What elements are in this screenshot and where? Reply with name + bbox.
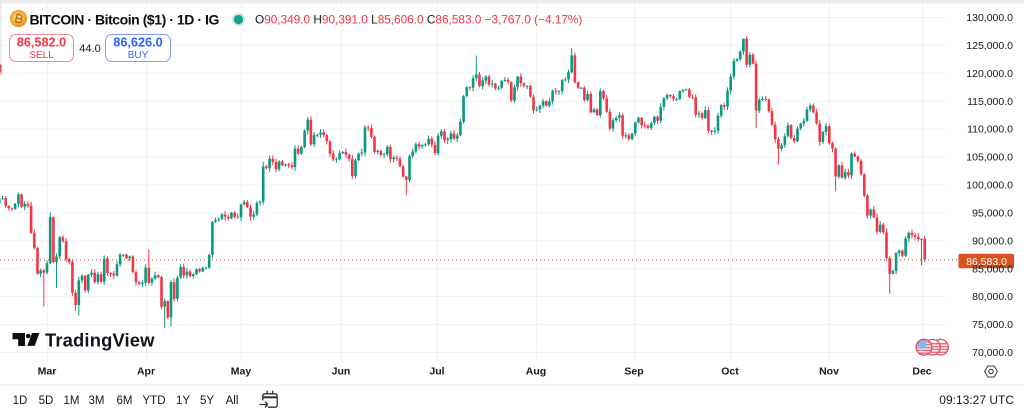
- svg-text:SELL: SELL: [29, 50, 54, 61]
- svg-text:95,000.0: 95,000.0: [972, 207, 1013, 219]
- svg-text:TradingView: TradingView: [45, 330, 155, 351]
- svg-text:Nov: Nov: [819, 366, 839, 378]
- svg-text:125,000.0: 125,000.0: [966, 40, 1013, 52]
- svg-text:Aug: Aug: [526, 366, 546, 378]
- svg-text:YTD: YTD: [143, 395, 166, 407]
- svg-text:85,000.0: 85,000.0: [972, 263, 1013, 275]
- svg-text:1D: 1D: [13, 395, 28, 407]
- svg-text:86,626.0: 86,626.0: [113, 36, 162, 50]
- svg-text:100,000.0: 100,000.0: [966, 180, 1013, 192]
- svg-text:Mar: Mar: [38, 366, 57, 378]
- svg-text:105,000.0: 105,000.0: [966, 152, 1013, 164]
- svg-text:70,000.0: 70,000.0: [972, 347, 1013, 359]
- svg-text:O90,349.0 H90,391.0 L85,606.0: O90,349.0 H90,391.0 L85,606.0 C86,583.0 …: [255, 13, 582, 27]
- svg-text:BUY: BUY: [128, 50, 149, 61]
- svg-text:BITCOIN · Bitcoin ($1) · 1D ·: BITCOIN · Bitcoin ($1) · 1D · IG: [30, 12, 220, 28]
- svg-text:115,000.0: 115,000.0: [967, 96, 1013, 108]
- svg-text:All: All: [226, 395, 239, 407]
- svg-text:44.0: 44.0: [79, 43, 100, 55]
- svg-text:86,583.0: 86,583.0: [966, 256, 1007, 268]
- svg-text:Dec: Dec: [912, 366, 931, 378]
- svg-text:1Y: 1Y: [176, 395, 190, 407]
- svg-text:75,000.0: 75,000.0: [972, 319, 1013, 331]
- svg-text:5D: 5D: [39, 395, 54, 407]
- svg-text:130,000.0: 130,000.0: [966, 12, 1013, 24]
- svg-text:90,000.0: 90,000.0: [972, 235, 1013, 247]
- svg-text:80,000.0: 80,000.0: [972, 291, 1013, 303]
- svg-text:6M: 6M: [117, 395, 133, 407]
- svg-text:120,000.0: 120,000.0: [966, 68, 1013, 80]
- svg-text:110,000.0: 110,000.0: [967, 124, 1013, 136]
- svg-text:Apr: Apr: [137, 366, 155, 378]
- svg-text:86,582.0: 86,582.0: [17, 36, 66, 50]
- svg-text:5Y: 5Y: [200, 395, 214, 407]
- svg-text:1M: 1M: [64, 395, 80, 407]
- svg-text:Oct: Oct: [721, 366, 739, 378]
- svg-text:Jun: Jun: [332, 366, 351, 378]
- svg-text:09:13:27 UTC: 09:13:27 UTC: [939, 393, 1014, 407]
- svg-text:Sep: Sep: [624, 366, 643, 378]
- svg-text:Jul: Jul: [429, 366, 444, 378]
- svg-text:3M: 3M: [89, 395, 105, 407]
- svg-text:May: May: [231, 366, 252, 378]
